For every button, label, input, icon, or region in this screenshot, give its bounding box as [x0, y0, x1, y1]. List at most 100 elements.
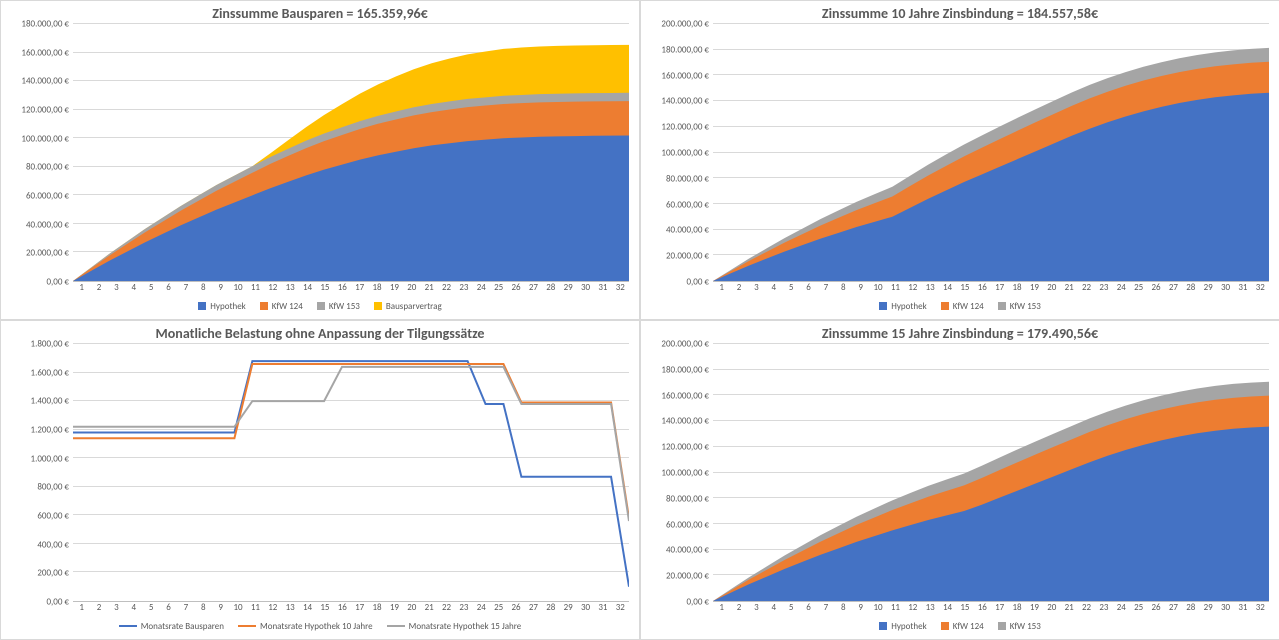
legend-label: KfW 124: [953, 621, 984, 632]
x-tick-label: 9: [852, 282, 869, 298]
x-tick-label: 12: [904, 282, 921, 298]
chart-title: Zinssumme 15 Jahre Zinsbindung = 179.490…: [641, 321, 1279, 344]
legend-label: KfW 153: [329, 301, 360, 312]
x-tick-label: 9: [852, 602, 869, 618]
x-tick-label: 22: [1078, 602, 1095, 618]
x-tick-label: 13: [282, 282, 299, 298]
y-tick-label: 140.000,00 €: [661, 416, 709, 427]
x-axis: 1234567891011121314151617181920212223242…: [73, 282, 629, 298]
x-tick-label: 13: [922, 282, 939, 298]
x-tick-label: 28: [1182, 282, 1199, 298]
x-tick-label: 7: [817, 602, 834, 618]
legend-label: Monatsrate Hypothek 15 Jahre: [409, 621, 522, 632]
legend-swatch: [198, 302, 206, 310]
x-tick-label: 1: [73, 602, 90, 618]
x-tick-label: 8: [195, 282, 212, 298]
x-tick-label: 24: [1113, 602, 1130, 618]
x-tick-label: 7: [177, 282, 194, 298]
legend-item: Monatsrate Hypothek 10 Jahre: [238, 621, 373, 632]
x-tick-label: 19: [1026, 282, 1043, 298]
y-tick-label: 20.000,00 €: [666, 251, 709, 262]
legend-swatch: [260, 302, 268, 310]
x-tick-label: 6: [800, 602, 817, 618]
x-tick-label: 15: [956, 282, 973, 298]
x-tick-label: 5: [143, 282, 160, 298]
legend-item: KfW 124: [260, 301, 303, 312]
x-tick-label: 25: [490, 602, 507, 618]
x-tick-label: 6: [800, 282, 817, 298]
plot-area: [73, 24, 629, 282]
area-hypothek: [713, 427, 1269, 601]
y-tick-label: 20.000,00 €: [26, 248, 69, 259]
x-tick-label: 31: [594, 602, 611, 618]
y-tick-label: 200.000,00 €: [661, 339, 709, 350]
x-tick-label: 21: [421, 282, 438, 298]
legend-swatch: [387, 625, 405, 627]
x-tick-label: 10: [229, 602, 246, 618]
x-tick-label: 11: [247, 602, 264, 618]
x-tick-label: 28: [1182, 602, 1199, 618]
x-tick-label: 19: [386, 602, 403, 618]
x-tick-label: 32: [1252, 282, 1269, 298]
x-tick-label: 25: [490, 282, 507, 298]
plot-area: [713, 344, 1269, 602]
y-tick-label: 400,00 €: [37, 539, 69, 550]
x-tick-label: 29: [1200, 282, 1217, 298]
y-tick-label: 40.000,00 €: [26, 219, 69, 230]
x-axis: 1234567891011121314151617181920212223242…: [73, 602, 629, 618]
x-tick-label: 10: [869, 282, 886, 298]
y-axis: 0,00 €20.000,00 €40.000,00 €60.000,00 €8…: [1, 24, 73, 282]
legend-label: KfW 124: [272, 301, 303, 312]
x-tick-label: 26: [507, 602, 524, 618]
y-tick-label: 120.000,00 €: [661, 442, 709, 453]
legend-swatch: [879, 302, 887, 310]
x-tick-label: 23: [1095, 602, 1112, 618]
legend-label: Hypothek: [891, 301, 926, 312]
x-tick-label: 8: [835, 602, 852, 618]
x-tick-label: 9: [212, 602, 229, 618]
x-tick-label: 13: [922, 602, 939, 618]
x-tick-label: 2: [90, 282, 107, 298]
y-tick-label: 1.000,00 €: [31, 453, 69, 464]
x-tick-label: 32: [612, 602, 629, 618]
x-tick-label: 12: [264, 282, 281, 298]
y-tick-label: 140.000,00 €: [21, 76, 69, 87]
x-tick-label: 4: [125, 602, 142, 618]
x-tick-label: 30: [1217, 282, 1234, 298]
y-tick-label: 0,00 €: [46, 277, 69, 288]
legend-label: Hypothek: [891, 621, 926, 632]
x-tick-label: 11: [247, 282, 264, 298]
x-tick-label: 21: [421, 602, 438, 618]
legend-swatch: [317, 302, 325, 310]
x-axis: 1234567891011121314151617181920212223242…: [713, 282, 1269, 298]
legend-item: Bausparvertrag: [374, 301, 442, 312]
legend-label: Hypothek: [210, 301, 245, 312]
legend-swatch: [941, 302, 949, 310]
x-tick-label: 28: [542, 602, 559, 618]
x-tick-label: 7: [817, 282, 834, 298]
x-tick-label: 18: [368, 282, 385, 298]
y-tick-label: 200,00 €: [37, 568, 69, 579]
y-tick-label: 60.000,00 €: [666, 199, 709, 210]
y-tick-label: 600,00 €: [37, 511, 69, 522]
x-tick-label: 6: [160, 602, 177, 618]
y-tick-label: 20.000,00 €: [666, 571, 709, 582]
legend-item: KfW 124: [941, 621, 984, 632]
x-tick-label: 26: [507, 282, 524, 298]
x-tick-label: 3: [108, 602, 125, 618]
x-tick-label: 27: [1165, 602, 1182, 618]
legend: HypothekKfW 124KfW 153: [641, 298, 1279, 316]
x-tick-label: 27: [525, 602, 542, 618]
x-tick-label: 24: [473, 602, 490, 618]
x-tick-label: 22: [438, 282, 455, 298]
legend-label: Monatsrate Bausparen: [141, 621, 224, 632]
line-monatsrate-hypothek-15-jahre: [73, 367, 629, 521]
y-tick-label: 40.000,00 €: [666, 545, 709, 556]
y-tick-label: 80.000,00 €: [666, 493, 709, 504]
x-tick-label: 20: [403, 282, 420, 298]
y-tick-label: 160.000,00 €: [21, 47, 69, 58]
x-tick-label: 4: [125, 282, 142, 298]
x-tick-label: 22: [1078, 282, 1095, 298]
y-tick-label: 60.000,00 €: [26, 191, 69, 202]
chart-15jahre: Zinssumme 15 Jahre Zinsbindung = 179.490…: [640, 320, 1279, 640]
